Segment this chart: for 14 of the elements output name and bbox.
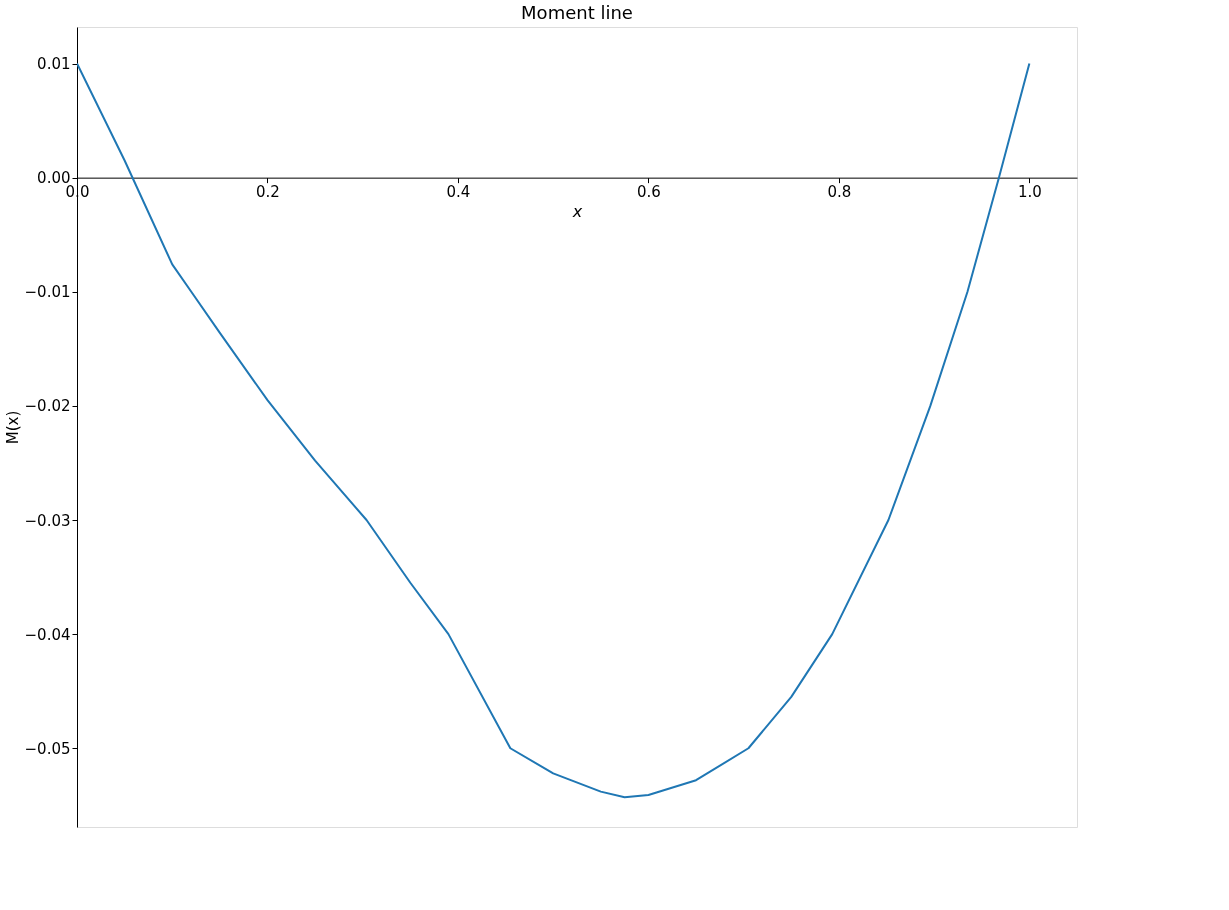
chart-title: Moment line bbox=[521, 2, 633, 23]
y-tick-label: −0.05 bbox=[24, 739, 71, 758]
x-tick-label: 0.6 bbox=[637, 183, 661, 202]
y-tick-label: −0.03 bbox=[24, 511, 71, 530]
x-tick-label: 0.8 bbox=[827, 183, 852, 202]
y-tick-label: 0.01 bbox=[37, 55, 71, 74]
x-tick-label: 1.0 bbox=[1017, 183, 1042, 202]
y-tick-label: −0.01 bbox=[24, 283, 71, 302]
x-tick-label: 0.2 bbox=[256, 183, 280, 202]
x-axis-title: x bbox=[571, 202, 583, 222]
y-tick-label: −0.04 bbox=[24, 625, 71, 644]
y-axis-title: M(x) bbox=[3, 410, 22, 445]
x-tick-label: 0.4 bbox=[446, 183, 471, 202]
y-tick-label: −0.02 bbox=[24, 397, 71, 416]
